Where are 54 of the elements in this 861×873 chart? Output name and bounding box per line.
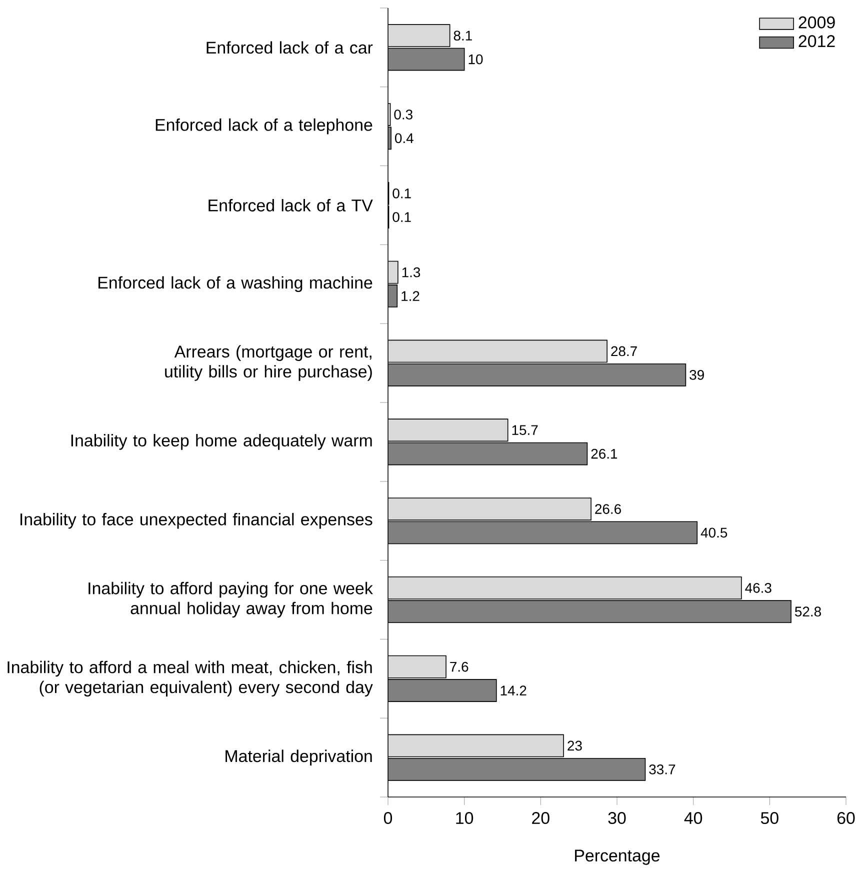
y-tick-label: Enforced lack of a car xyxy=(206,41,373,54)
data-label: 15.7 xyxy=(512,425,538,435)
data-label: 28.7 xyxy=(611,346,637,356)
y-tick-label: Inability to keep home adequately warm xyxy=(71,434,372,450)
y-tick-label: Inability to afford paying for one week annual holiday away from home xyxy=(88,582,373,618)
bar xyxy=(388,24,450,48)
data-label: 10 xyxy=(468,54,483,64)
y-tick-label: Material deprivation xyxy=(226,750,372,766)
legend-label: 2009 xyxy=(798,16,835,28)
data-label: 7.6 xyxy=(450,662,468,672)
legend-label: 2012 xyxy=(798,35,835,48)
x-tick-label: 10 xyxy=(456,812,474,824)
bar xyxy=(388,734,564,758)
data-label: 0.4 xyxy=(394,133,414,144)
y-tick-label: Enforced lack of a TV xyxy=(208,199,373,212)
bar xyxy=(388,418,508,442)
bar xyxy=(388,521,698,544)
data-label: 23 xyxy=(568,740,582,751)
bar xyxy=(388,363,686,386)
x-tick-label: 30 xyxy=(608,812,626,824)
y-tick-label: Arrears (mortgage or rent, utility bills or hire purchase) xyxy=(165,345,372,381)
bar xyxy=(388,442,588,466)
data-label: 1.2 xyxy=(402,291,420,301)
bar xyxy=(388,340,608,363)
y-tick-label: Enforced lack of a washing machine xyxy=(98,276,372,292)
y-tick-label: Inability to afford a meal with meat, chicken, fish (or vegetarian equivalent) every second day xyxy=(8,660,373,696)
data-label: 14.2 xyxy=(500,686,526,696)
x-axis-title: Percentage xyxy=(575,850,660,865)
data-label: 0.1 xyxy=(392,212,411,222)
data-label: 52.8 xyxy=(794,606,821,617)
data-label: 26.1 xyxy=(591,448,618,459)
bar xyxy=(388,758,646,781)
bar xyxy=(388,498,592,520)
data-label: 33.7 xyxy=(649,764,676,774)
x-tick-label: 20 xyxy=(532,812,550,824)
y-tick-label: Inability to face unexpected financial expenses xyxy=(20,512,372,529)
data-label: 46.3 xyxy=(745,583,772,593)
x-tick-label: 50 xyxy=(760,812,778,824)
bar xyxy=(388,48,465,71)
bar xyxy=(388,655,446,678)
data-label: 1.3 xyxy=(402,267,420,278)
data-label: 0.3 xyxy=(394,110,412,120)
x-tick-label: 0 xyxy=(384,812,392,824)
bar xyxy=(388,576,742,600)
data-label: 39 xyxy=(690,370,704,380)
y-tick-label: Enforced lack of a telephone xyxy=(156,118,372,134)
bar xyxy=(388,679,497,702)
x-tick-label: 60 xyxy=(837,812,855,824)
data-label: 26.6 xyxy=(595,504,621,514)
x-tick-label: 40 xyxy=(684,812,702,824)
data-label: 40.5 xyxy=(700,528,728,538)
bar xyxy=(388,600,792,624)
data-label: 8.1 xyxy=(454,30,472,41)
data-label: 0.1 xyxy=(392,188,411,198)
